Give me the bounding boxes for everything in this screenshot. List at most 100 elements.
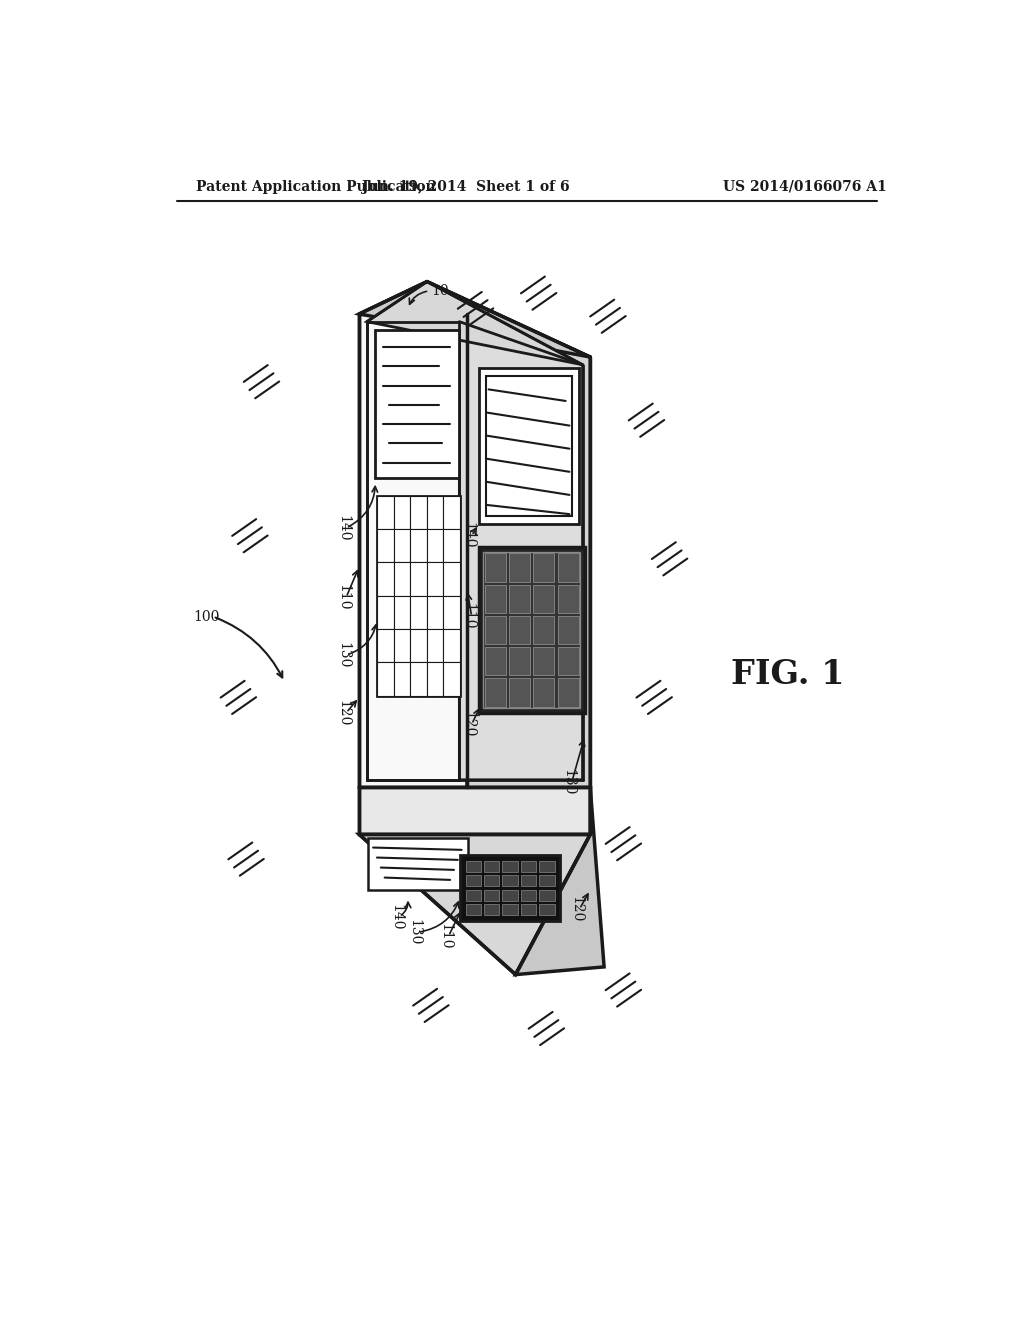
Polygon shape <box>534 553 554 582</box>
Polygon shape <box>503 904 518 915</box>
Polygon shape <box>377 496 393 529</box>
Polygon shape <box>503 861 518 873</box>
Polygon shape <box>534 616 554 644</box>
Polygon shape <box>478 368 580 524</box>
Polygon shape <box>557 678 579 706</box>
Polygon shape <box>540 861 555 873</box>
Polygon shape <box>367 281 583 364</box>
Polygon shape <box>557 616 579 644</box>
Polygon shape <box>443 529 460 562</box>
Polygon shape <box>411 663 427 696</box>
Polygon shape <box>393 529 411 562</box>
Polygon shape <box>411 595 427 630</box>
Polygon shape <box>359 788 590 834</box>
Polygon shape <box>359 834 590 973</box>
Polygon shape <box>393 630 411 663</box>
Text: 110: 110 <box>462 603 476 630</box>
Polygon shape <box>377 663 393 696</box>
Polygon shape <box>368 838 468 890</box>
Polygon shape <box>377 562 393 595</box>
Polygon shape <box>359 834 590 974</box>
Text: FIG. 1: FIG. 1 <box>731 657 845 690</box>
Polygon shape <box>367 281 583 364</box>
Polygon shape <box>427 595 443 630</box>
Polygon shape <box>484 861 500 873</box>
Polygon shape <box>540 890 555 900</box>
Text: 140: 140 <box>462 523 476 549</box>
Text: Jun. 19, 2014  Sheet 1 of 6: Jun. 19, 2014 Sheet 1 of 6 <box>361 180 569 194</box>
Polygon shape <box>427 562 443 595</box>
Polygon shape <box>509 585 530 612</box>
Polygon shape <box>393 562 411 595</box>
Text: 120: 120 <box>462 711 476 738</box>
Polygon shape <box>467 314 590 788</box>
Polygon shape <box>484 678 506 706</box>
Polygon shape <box>411 562 427 595</box>
Text: 130: 130 <box>408 919 422 945</box>
Polygon shape <box>521 904 537 915</box>
Polygon shape <box>521 875 537 887</box>
Polygon shape <box>509 616 530 644</box>
Polygon shape <box>393 663 411 696</box>
Polygon shape <box>534 678 554 706</box>
Polygon shape <box>367 322 460 780</box>
Polygon shape <box>411 529 427 562</box>
Polygon shape <box>427 496 443 529</box>
Polygon shape <box>534 585 554 612</box>
Polygon shape <box>486 376 571 516</box>
Polygon shape <box>460 322 583 780</box>
Polygon shape <box>557 553 579 582</box>
Polygon shape <box>534 647 554 676</box>
Polygon shape <box>484 875 500 887</box>
Polygon shape <box>484 890 500 900</box>
Text: 120: 120 <box>569 896 584 923</box>
Polygon shape <box>377 630 393 663</box>
Polygon shape <box>484 647 506 676</box>
Polygon shape <box>503 890 518 900</box>
Polygon shape <box>393 595 411 630</box>
Polygon shape <box>509 553 530 582</box>
Polygon shape <box>376 330 460 478</box>
Text: 140: 140 <box>389 904 403 931</box>
Polygon shape <box>367 322 460 780</box>
Text: Patent Application Publication: Patent Application Publication <box>196 180 435 194</box>
Polygon shape <box>443 630 460 663</box>
Text: 110: 110 <box>438 923 453 949</box>
Polygon shape <box>540 904 555 915</box>
Text: 110: 110 <box>336 583 350 611</box>
Polygon shape <box>427 663 443 696</box>
Polygon shape <box>377 595 393 630</box>
Polygon shape <box>466 890 481 900</box>
Text: 130: 130 <box>562 770 575 795</box>
Polygon shape <box>393 496 411 529</box>
Polygon shape <box>503 875 518 887</box>
Text: 120: 120 <box>336 700 350 726</box>
Text: US 2014/0166076 A1: US 2014/0166076 A1 <box>724 180 887 194</box>
Polygon shape <box>359 314 467 788</box>
Polygon shape <box>443 663 460 696</box>
Polygon shape <box>509 647 530 676</box>
Polygon shape <box>478 548 585 713</box>
Polygon shape <box>515 788 604 974</box>
Text: 100: 100 <box>194 610 220 623</box>
Polygon shape <box>411 496 427 529</box>
Polygon shape <box>521 890 537 900</box>
Polygon shape <box>443 562 460 595</box>
Polygon shape <box>509 678 530 706</box>
Polygon shape <box>467 314 590 788</box>
Polygon shape <box>484 904 500 915</box>
Polygon shape <box>484 553 506 582</box>
Text: 10: 10 <box>431 284 449 298</box>
Polygon shape <box>484 585 506 612</box>
Polygon shape <box>359 788 590 834</box>
Polygon shape <box>484 616 506 644</box>
Polygon shape <box>483 552 581 708</box>
Polygon shape <box>427 630 443 663</box>
Polygon shape <box>521 861 537 873</box>
Polygon shape <box>427 529 443 562</box>
Text: 130: 130 <box>336 642 350 668</box>
Text: 140: 140 <box>336 515 350 541</box>
Polygon shape <box>443 496 460 529</box>
Polygon shape <box>377 496 460 696</box>
Polygon shape <box>359 314 467 788</box>
